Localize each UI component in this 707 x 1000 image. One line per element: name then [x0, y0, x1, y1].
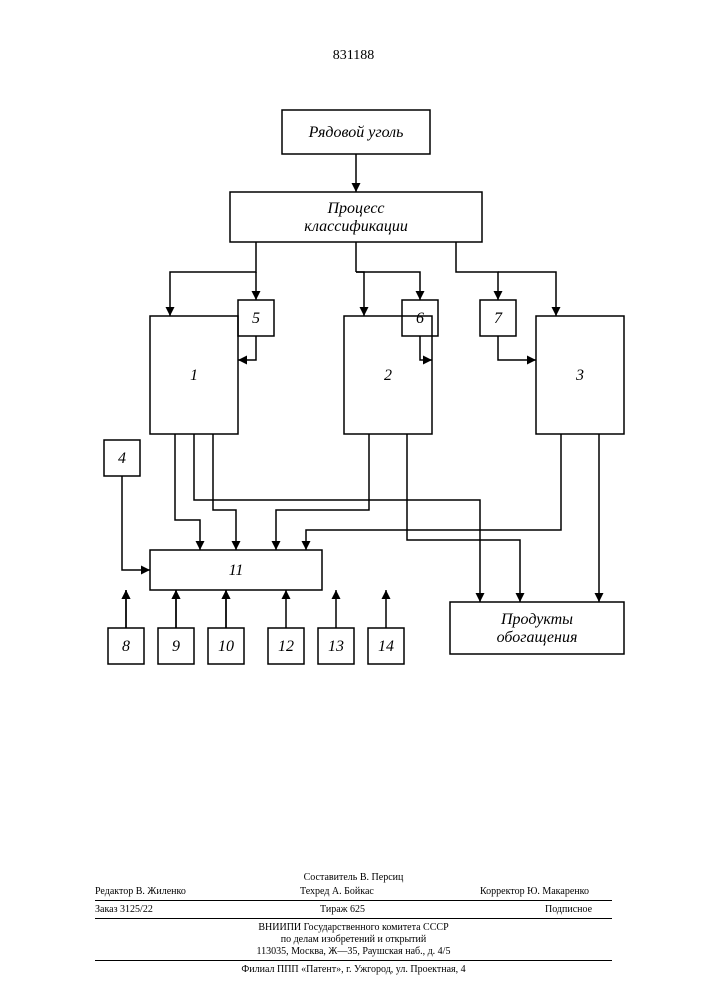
footer-tirazh: Тираж 625 — [320, 904, 365, 917]
svg-text:1: 1 — [190, 367, 198, 384]
svg-text:8: 8 — [122, 638, 130, 655]
svg-text:классификации: классификации — [304, 218, 408, 235]
footer-org2: по делам изобретений и открытий — [0, 934, 707, 947]
svg-text:13: 13 — [328, 638, 344, 655]
svg-text:обогащения: обогащения — [497, 629, 578, 646]
svg-text:5: 5 — [252, 310, 260, 327]
footer-rule-2 — [95, 918, 612, 919]
svg-text:7: 7 — [494, 310, 503, 327]
svg-text:11: 11 — [229, 562, 244, 579]
footer-techred: Техред А. Бойкас — [300, 886, 374, 899]
svg-text:Рядовой уголь: Рядовой уголь — [308, 124, 404, 141]
diagram-svg: Рядовой угольПроцессклассификации5671234… — [0, 0, 707, 760]
svg-text:14: 14 — [378, 638, 394, 655]
footer-podpis: Подписное — [545, 904, 592, 917]
svg-text:2: 2 — [384, 367, 392, 384]
svg-text:4: 4 — [118, 450, 126, 467]
footer-org1: ВНИИПИ Государственного комитета СССР — [0, 922, 707, 935]
footer-order: Заказ 3125/22 — [95, 904, 153, 917]
svg-text:9: 9 — [172, 638, 180, 655]
svg-text:Процесс: Процесс — [326, 200, 384, 217]
svg-text:6: 6 — [416, 310, 424, 327]
svg-text:10: 10 — [218, 638, 234, 655]
svg-text:Продукты: Продукты — [500, 611, 573, 628]
svg-text:12: 12 — [278, 638, 294, 655]
footer-addr: 113035, Москва, Ж—35, Раушская наб., д. … — [0, 946, 707, 959]
svg-text:3: 3 — [575, 367, 584, 384]
footer-corrector: Корректор Ю. Макаренко — [480, 886, 589, 899]
footer-editor: Редактор В. Жиленко — [95, 886, 186, 899]
footer-rule-3 — [95, 960, 612, 961]
footer-rule-1 — [95, 900, 612, 901]
footer-compiler: Составитель В. Персиц — [0, 872, 707, 885]
footer-filial: Филиал ППП «Патент», г. Ужгород, ул. Про… — [0, 964, 707, 977]
